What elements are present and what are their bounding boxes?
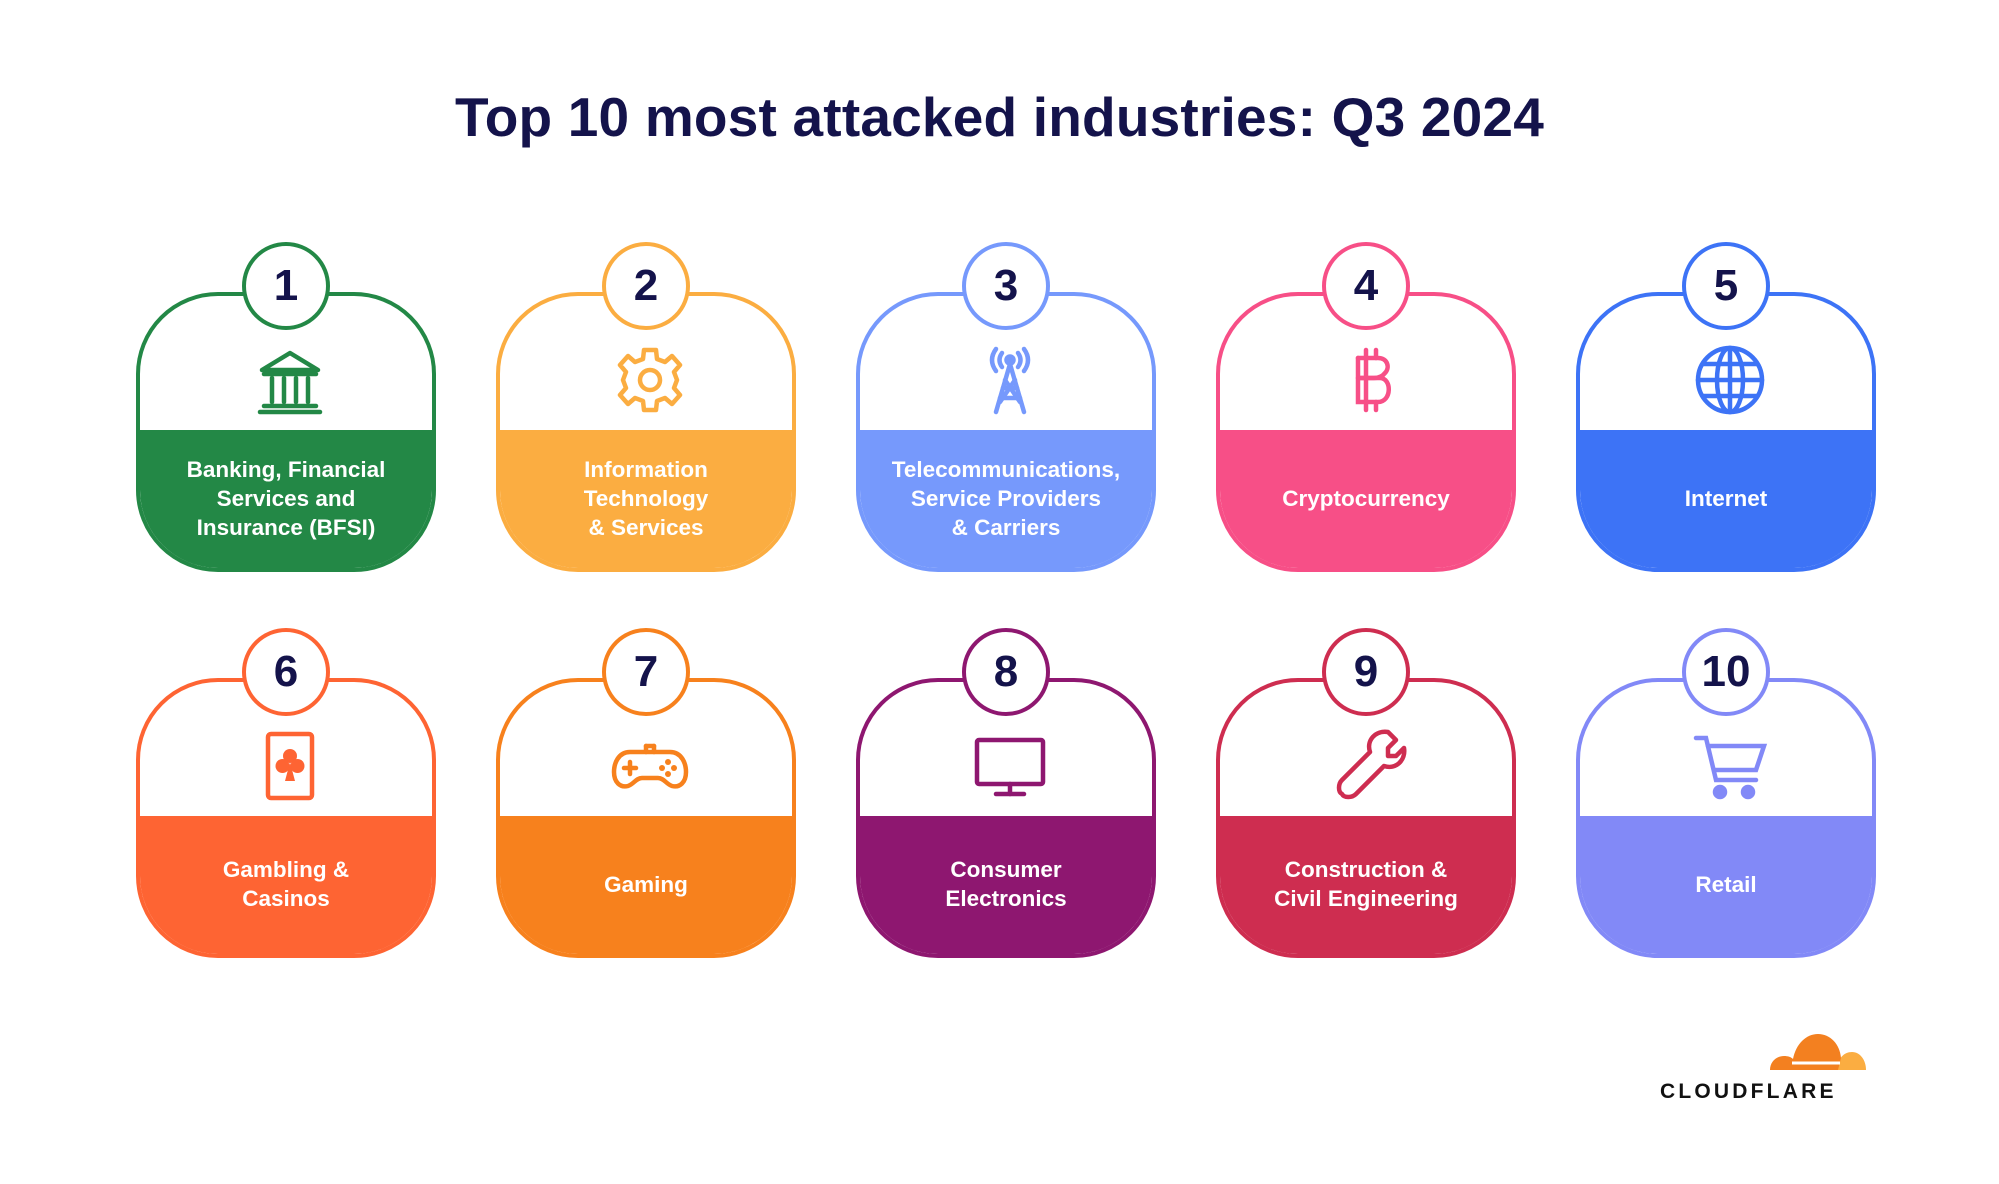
industry-card-10: Retail — [1576, 678, 1876, 958]
industry-card-5: Internet — [1576, 292, 1876, 572]
rank-badge: 2 — [602, 242, 690, 330]
industry-card-1: Banking, Financial Services and Insuranc… — [136, 292, 436, 572]
globe-icon — [1690, 340, 1770, 420]
industry-label: Gaming — [604, 871, 688, 897]
rank-badge: 7 — [602, 628, 690, 716]
industry-card-8: Consumer Electronics — [856, 678, 1156, 958]
industry-label: Gambling & Casinos — [222, 857, 350, 911]
industry-label: Banking, Financial Services and Insuranc… — [186, 456, 386, 540]
wrench-icon — [1330, 726, 1410, 806]
industry-card-7: Gaming — [496, 678, 796, 958]
industry-card-2: Information Technology & Services — [496, 292, 796, 572]
gamepad-icon — [610, 726, 690, 806]
industry-card-6: Gambling & Casinos — [136, 678, 436, 958]
industry-label: Telecommunications, Service Providers & … — [891, 456, 1121, 540]
industry-card-9: Construction & Civil Engineering — [1216, 678, 1516, 958]
rank-badge: 3 — [962, 242, 1050, 330]
cloudflare-logo: CLOUDFLARE — [1660, 1022, 1875, 1103]
antenna-tower-icon — [970, 340, 1050, 420]
rank-badge: 9 — [1322, 628, 1410, 716]
industry-card-3: Telecommunications, Service Providers & … — [856, 292, 1156, 572]
industry-label: Retail — [1695, 871, 1757, 897]
shopping-cart-icon — [1690, 726, 1770, 806]
rank-badge: 5 — [1682, 242, 1770, 330]
rank-badge: 1 — [242, 242, 330, 330]
industry-card-4: Cryptocurrency — [1216, 292, 1516, 572]
rank-badge: 10 — [1682, 628, 1770, 716]
page-title: Top 10 most attacked industries: Q3 2024 — [454, 86, 1544, 148]
playing-card-club-icon — [250, 726, 330, 806]
industry-label: Construction & Civil Engineering — [1274, 857, 1458, 911]
rank-badge: 4 — [1322, 242, 1410, 330]
industry-label: Cryptocurrency — [1282, 485, 1450, 511]
bank-icon — [250, 340, 330, 420]
gear-icon — [610, 340, 690, 420]
industry-label: Consumer Electronics — [945, 857, 1067, 911]
monitor-icon — [970, 726, 1050, 806]
industry-label: Internet — [1684, 485, 1768, 511]
cloudflare-wordmark: CLOUDFLARE — [1660, 1080, 1837, 1103]
industry-label: Information Technology & Services — [583, 456, 709, 540]
bitcoin-icon — [1330, 340, 1410, 420]
cloudflare-cloud-icon — [1770, 1034, 1866, 1070]
rank-badge: 6 — [242, 628, 330, 716]
rank-badge: 8 — [962, 628, 1050, 716]
